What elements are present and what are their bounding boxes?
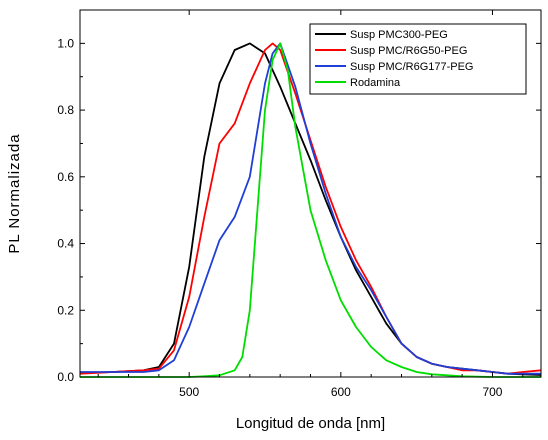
x-tick-label: 700 bbox=[482, 385, 502, 399]
x-tick-label: 500 bbox=[179, 385, 199, 399]
x-tick-label: 600 bbox=[331, 385, 351, 399]
y-tick-label: 0.0 bbox=[57, 370, 74, 384]
legend-label: Susp PMC/R6G50-PEG bbox=[350, 45, 467, 57]
x-axis-title: Longitud de onda [nm] bbox=[236, 415, 385, 432]
y-tick-label: 1.0 bbox=[57, 36, 74, 50]
legend-label: Rodamina bbox=[350, 77, 401, 89]
legend-label: Susp PMC/R6G177-PEG bbox=[350, 61, 474, 73]
y-tick-label: 0.4 bbox=[57, 237, 74, 251]
y-tick-label: 0.2 bbox=[57, 303, 74, 317]
legend: Susp PMC300-PEG Susp PMC/R6G50-PEG Susp PM… bbox=[310, 24, 526, 94]
y-tick-label: 0.8 bbox=[57, 103, 74, 117]
y-tick-label: 0.6 bbox=[57, 170, 74, 184]
y-axis-title: PL Normalizada bbox=[6, 133, 23, 253]
legend-label: Susp PMC300-PEG bbox=[350, 29, 448, 41]
